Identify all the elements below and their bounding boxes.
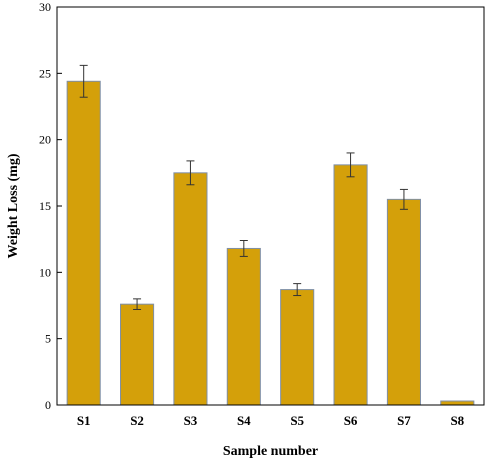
y-tick-label: 0 <box>45 398 51 412</box>
y-tick-label: 10 <box>39 265 51 279</box>
error-bars <box>79 64 408 310</box>
bar <box>173 172 208 406</box>
x-tick-label: S6 <box>344 413 358 428</box>
y-tick-label: 20 <box>39 133 51 147</box>
bar <box>280 289 315 406</box>
bar <box>333 164 368 406</box>
bar <box>440 400 475 406</box>
y-tick-label: 30 <box>39 0 51 14</box>
x-axis-tick-labels: S1 S2 S3 S4 S5 S6 S7 S8 <box>77 413 465 428</box>
y-tick-label: 5 <box>45 332 51 346</box>
x-tick-label: S3 <box>184 413 198 428</box>
x-axis-title: Sample number <box>223 444 318 459</box>
x-tick-label: S7 <box>397 413 411 428</box>
plot-frame <box>56 6 485 406</box>
bar <box>120 303 155 406</box>
y-axis-title: Weight Loss (mg) <box>6 153 21 258</box>
bars <box>66 80 475 406</box>
y-tick-label: 15 <box>39 199 51 213</box>
bar <box>386 198 421 406</box>
x-tick-label: S4 <box>237 413 251 428</box>
y-tick-label: 25 <box>39 66 51 80</box>
bar <box>226 247 261 406</box>
y-axis-ticks: 0 5 10 15 20 25 30 <box>39 0 62 412</box>
x-tick-label: S1 <box>77 413 91 428</box>
bar <box>66 80 101 406</box>
x-tick-label: S2 <box>130 413 144 428</box>
x-tick-label: S5 <box>290 413 304 428</box>
x-tick-label: S8 <box>450 413 464 428</box>
